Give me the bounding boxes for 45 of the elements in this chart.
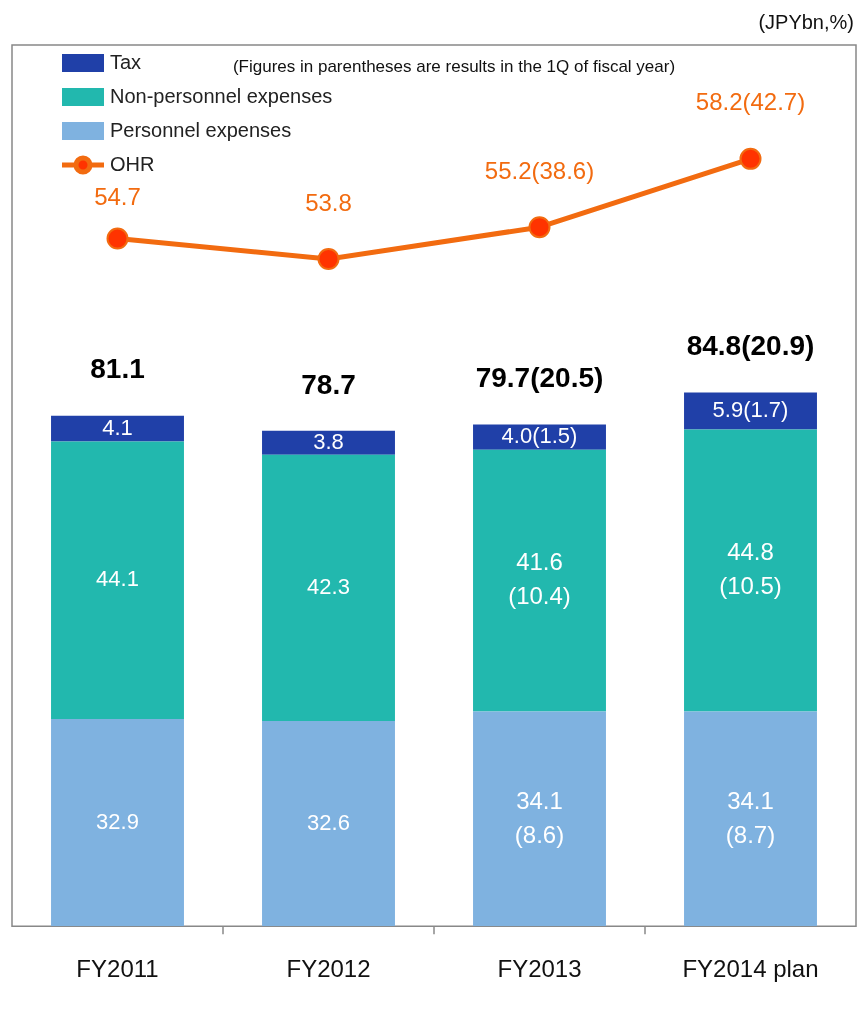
data-label: 44.1 — [96, 566, 139, 592]
data-label: 4.0(1.5) — [501, 423, 578, 449]
total-label: 78.7 — [301, 368, 356, 400]
data-label: 32.6 — [307, 809, 350, 835]
point — [106, 227, 129, 250]
total-label: 81.1 — [90, 353, 145, 385]
bar — [262, 430, 395, 455]
total-label: 84.8(20.9) — [686, 330, 815, 362]
bar — [51, 719, 184, 927]
data-label: 4.1 — [102, 414, 133, 440]
point — [739, 147, 762, 170]
legend-label: Non-personnel expenses — [110, 84, 333, 107]
point — [528, 216, 551, 239]
bar — [684, 711, 817, 927]
annotation: (Figures in parentheses are results in the 1Q of fiscal year) — [232, 56, 676, 76]
data-label: 44.8 (10.5) — [719, 538, 782, 600]
legend-label: OHR — [110, 152, 155, 175]
legend-label: Personnel expenses — [110, 118, 292, 141]
x-tick-label: FY2013 — [497, 955, 582, 983]
data-label: 58.2(42.7) — [695, 88, 806, 116]
total-label: 79.7(20.5) — [475, 362, 604, 394]
data-label: 34.1 (8.7) — [725, 786, 776, 848]
x-tick-label: FY2012 — [286, 955, 371, 983]
bar — [473, 449, 606, 712]
legend-label: Tax — [110, 50, 142, 73]
data-label: 53.8 — [305, 188, 352, 216]
bar — [262, 454, 395, 722]
bar — [684, 429, 817, 712]
x-tick-label: FY2014 plan — [682, 955, 819, 983]
text: (JPYbn,%) — [758, 10, 854, 33]
point — [317, 248, 340, 271]
data-label: 42.3 — [307, 573, 350, 599]
bar — [51, 415, 184, 442]
bar — [684, 392, 817, 430]
data-label: 41.6 (10.4) — [508, 548, 571, 610]
x-tick-label: FY2011 — [76, 955, 159, 983]
data-label: 32.9 — [96, 808, 139, 834]
data-label: 55.2(38.6) — [484, 156, 595, 184]
data-label: 34.1 (8.6) — [514, 786, 565, 848]
bar — [262, 721, 395, 927]
data-label: 5.9(1.7) — [712, 397, 789, 423]
data-label: 54.7 — [94, 183, 141, 211]
bar — [473, 711, 606, 927]
bar — [51, 441, 184, 720]
data-label: 3.8 — [313, 428, 344, 454]
